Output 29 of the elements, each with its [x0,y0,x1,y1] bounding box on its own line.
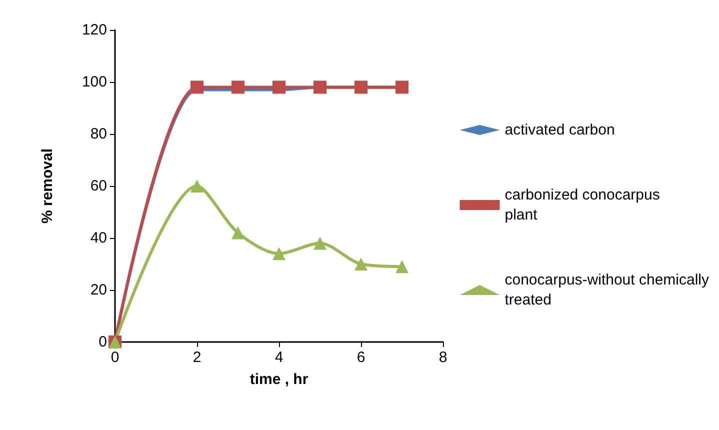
y-tick-label: 40 [90,230,107,246]
point [272,247,286,260]
y-tick-label: 80 [90,126,107,142]
x-tick-label: 6 [356,349,366,366]
x-tick-label: 8 [438,349,448,366]
point [396,260,408,274]
point [190,80,204,94]
y-tick-label: 20 [90,282,107,298]
y-axis-title: % removal [39,148,56,224]
point [190,180,204,192]
point [354,80,368,94]
y-tick-label: 60 [90,178,107,194]
point [272,80,286,94]
x-tick-label: 0 [110,349,120,366]
point [314,236,326,250]
point [232,226,244,240]
y-tick-label: 0 [98,334,107,350]
point [232,80,244,94]
legend-label: activated carbon [504,122,615,138]
legend-label: carbonized conocarpus plant [504,186,660,224]
x-axis-title: time , hr [250,371,308,388]
y-tick-label: 100 [82,74,107,90]
legend-label: conocarpus-without chemically treated [504,272,710,308]
x-tick-label: 2 [192,349,202,366]
point [354,258,368,270]
point [396,80,408,94]
point [314,80,326,94]
y-tick-label: 120 [82,22,107,38]
x-tick-label: 4 [274,349,284,366]
